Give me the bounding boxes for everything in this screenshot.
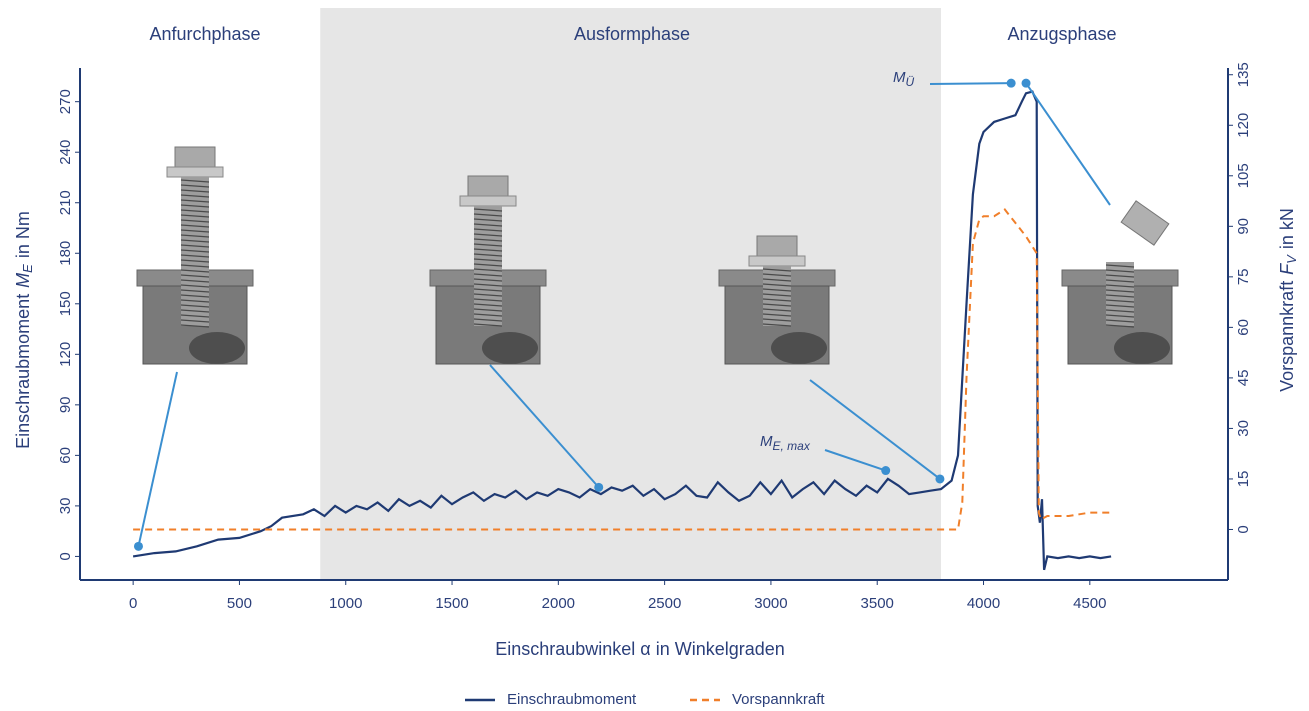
y2-axis-title-text: Vorspannkraft	[1277, 281, 1297, 392]
x-tick-label: 1500	[435, 595, 468, 612]
legend-label: Vorspannkraft	[732, 691, 825, 708]
y2-tick-label: 120	[1235, 113, 1252, 138]
callout-line	[1026, 83, 1110, 205]
legend-label: Einschraubmoment	[507, 691, 637, 708]
bolt-illustration	[137, 147, 253, 364]
y2-tick-label: 90	[1235, 218, 1252, 235]
annotation-subscript: E, max	[773, 439, 811, 453]
block-hole	[189, 332, 245, 364]
x-tick-label: 500	[227, 595, 252, 612]
annotation-symbol: M	[760, 433, 773, 450]
x-axis-title: Einschraubwinkel α in Winkelgraden	[495, 639, 785, 659]
marker	[1022, 79, 1031, 88]
block-hole	[1114, 332, 1170, 364]
bolt-flange	[749, 256, 805, 266]
y-tick-label: 270	[57, 89, 74, 114]
y2-axis-title: VorspannkraftFVin kN	[1277, 208, 1300, 392]
phase-region	[320, 8, 941, 580]
y2-tick-label: 30	[1235, 420, 1252, 437]
y2-tick-label: 135	[1235, 62, 1252, 87]
x-tick-label: 2000	[542, 595, 575, 612]
x-tick-label: 3500	[861, 595, 894, 612]
marker	[594, 483, 603, 492]
marker	[1007, 79, 1016, 88]
bolt-head	[175, 147, 215, 167]
annotation-symbol: M	[893, 69, 906, 86]
y-tick-label: 90	[57, 396, 74, 413]
y-tick-label: 120	[57, 342, 74, 367]
y2-axis-title-subscript: V	[1284, 254, 1299, 264]
y-axis-title-unit: in Nm	[13, 211, 33, 258]
bolt-head	[757, 236, 797, 256]
y-tick-label: 0	[57, 552, 74, 560]
bolt-illustration	[1062, 201, 1178, 364]
callout-line	[138, 372, 177, 546]
phase-label: Anfurchphase	[149, 24, 260, 44]
y-axis-title-text: Einschraubmoment	[13, 294, 33, 449]
annotation-subscript: Ü	[906, 75, 915, 89]
y-axis-title-subscript: E	[20, 264, 35, 273]
x-tick-label: 4500	[1073, 595, 1106, 612]
y2-tick-label: 60	[1235, 319, 1252, 336]
y2-tick-label: 15	[1235, 471, 1252, 488]
x-tick-label: 2500	[648, 595, 681, 612]
y2-tick-label: 75	[1235, 268, 1252, 285]
y-tick-label: 210	[57, 190, 74, 215]
y2-tick-label: 45	[1235, 370, 1252, 387]
block-hole	[771, 332, 827, 364]
y-tick-label: 30	[57, 498, 74, 515]
chart: 0500100015002000250030003500400045000306…	[0, 0, 1309, 711]
bolt-head	[1121, 201, 1169, 245]
bolt-head	[468, 176, 508, 196]
block-hole	[482, 332, 538, 364]
y-tick-label: 150	[57, 291, 74, 316]
phase-label: Anzugsphase	[1007, 24, 1116, 44]
bolt-flange	[460, 196, 516, 206]
y2-tick-label: 0	[1235, 525, 1252, 533]
y2-axis-title-unit: in kN	[1277, 208, 1297, 249]
y-tick-label: 180	[57, 241, 74, 266]
bolt-flange	[167, 167, 223, 177]
callout-line	[930, 83, 1011, 84]
x-tick-label: 1000	[329, 595, 362, 612]
marker	[134, 542, 143, 551]
y-tick-label: 240	[57, 140, 74, 165]
marker	[935, 474, 944, 483]
x-tick-label: 4000	[967, 595, 1000, 612]
y-axis-title: Einschraubmoment MEin Nm	[13, 211, 36, 449]
phase-label: Ausformphase	[574, 24, 690, 44]
x-tick-label: 3000	[754, 595, 787, 612]
x-tick-label: 0	[129, 595, 137, 612]
y-axis-title-symbol: M	[13, 273, 33, 288]
y2-tick-label: 105	[1235, 163, 1252, 188]
y-tick-label: 60	[57, 447, 74, 464]
marker	[881, 466, 890, 475]
